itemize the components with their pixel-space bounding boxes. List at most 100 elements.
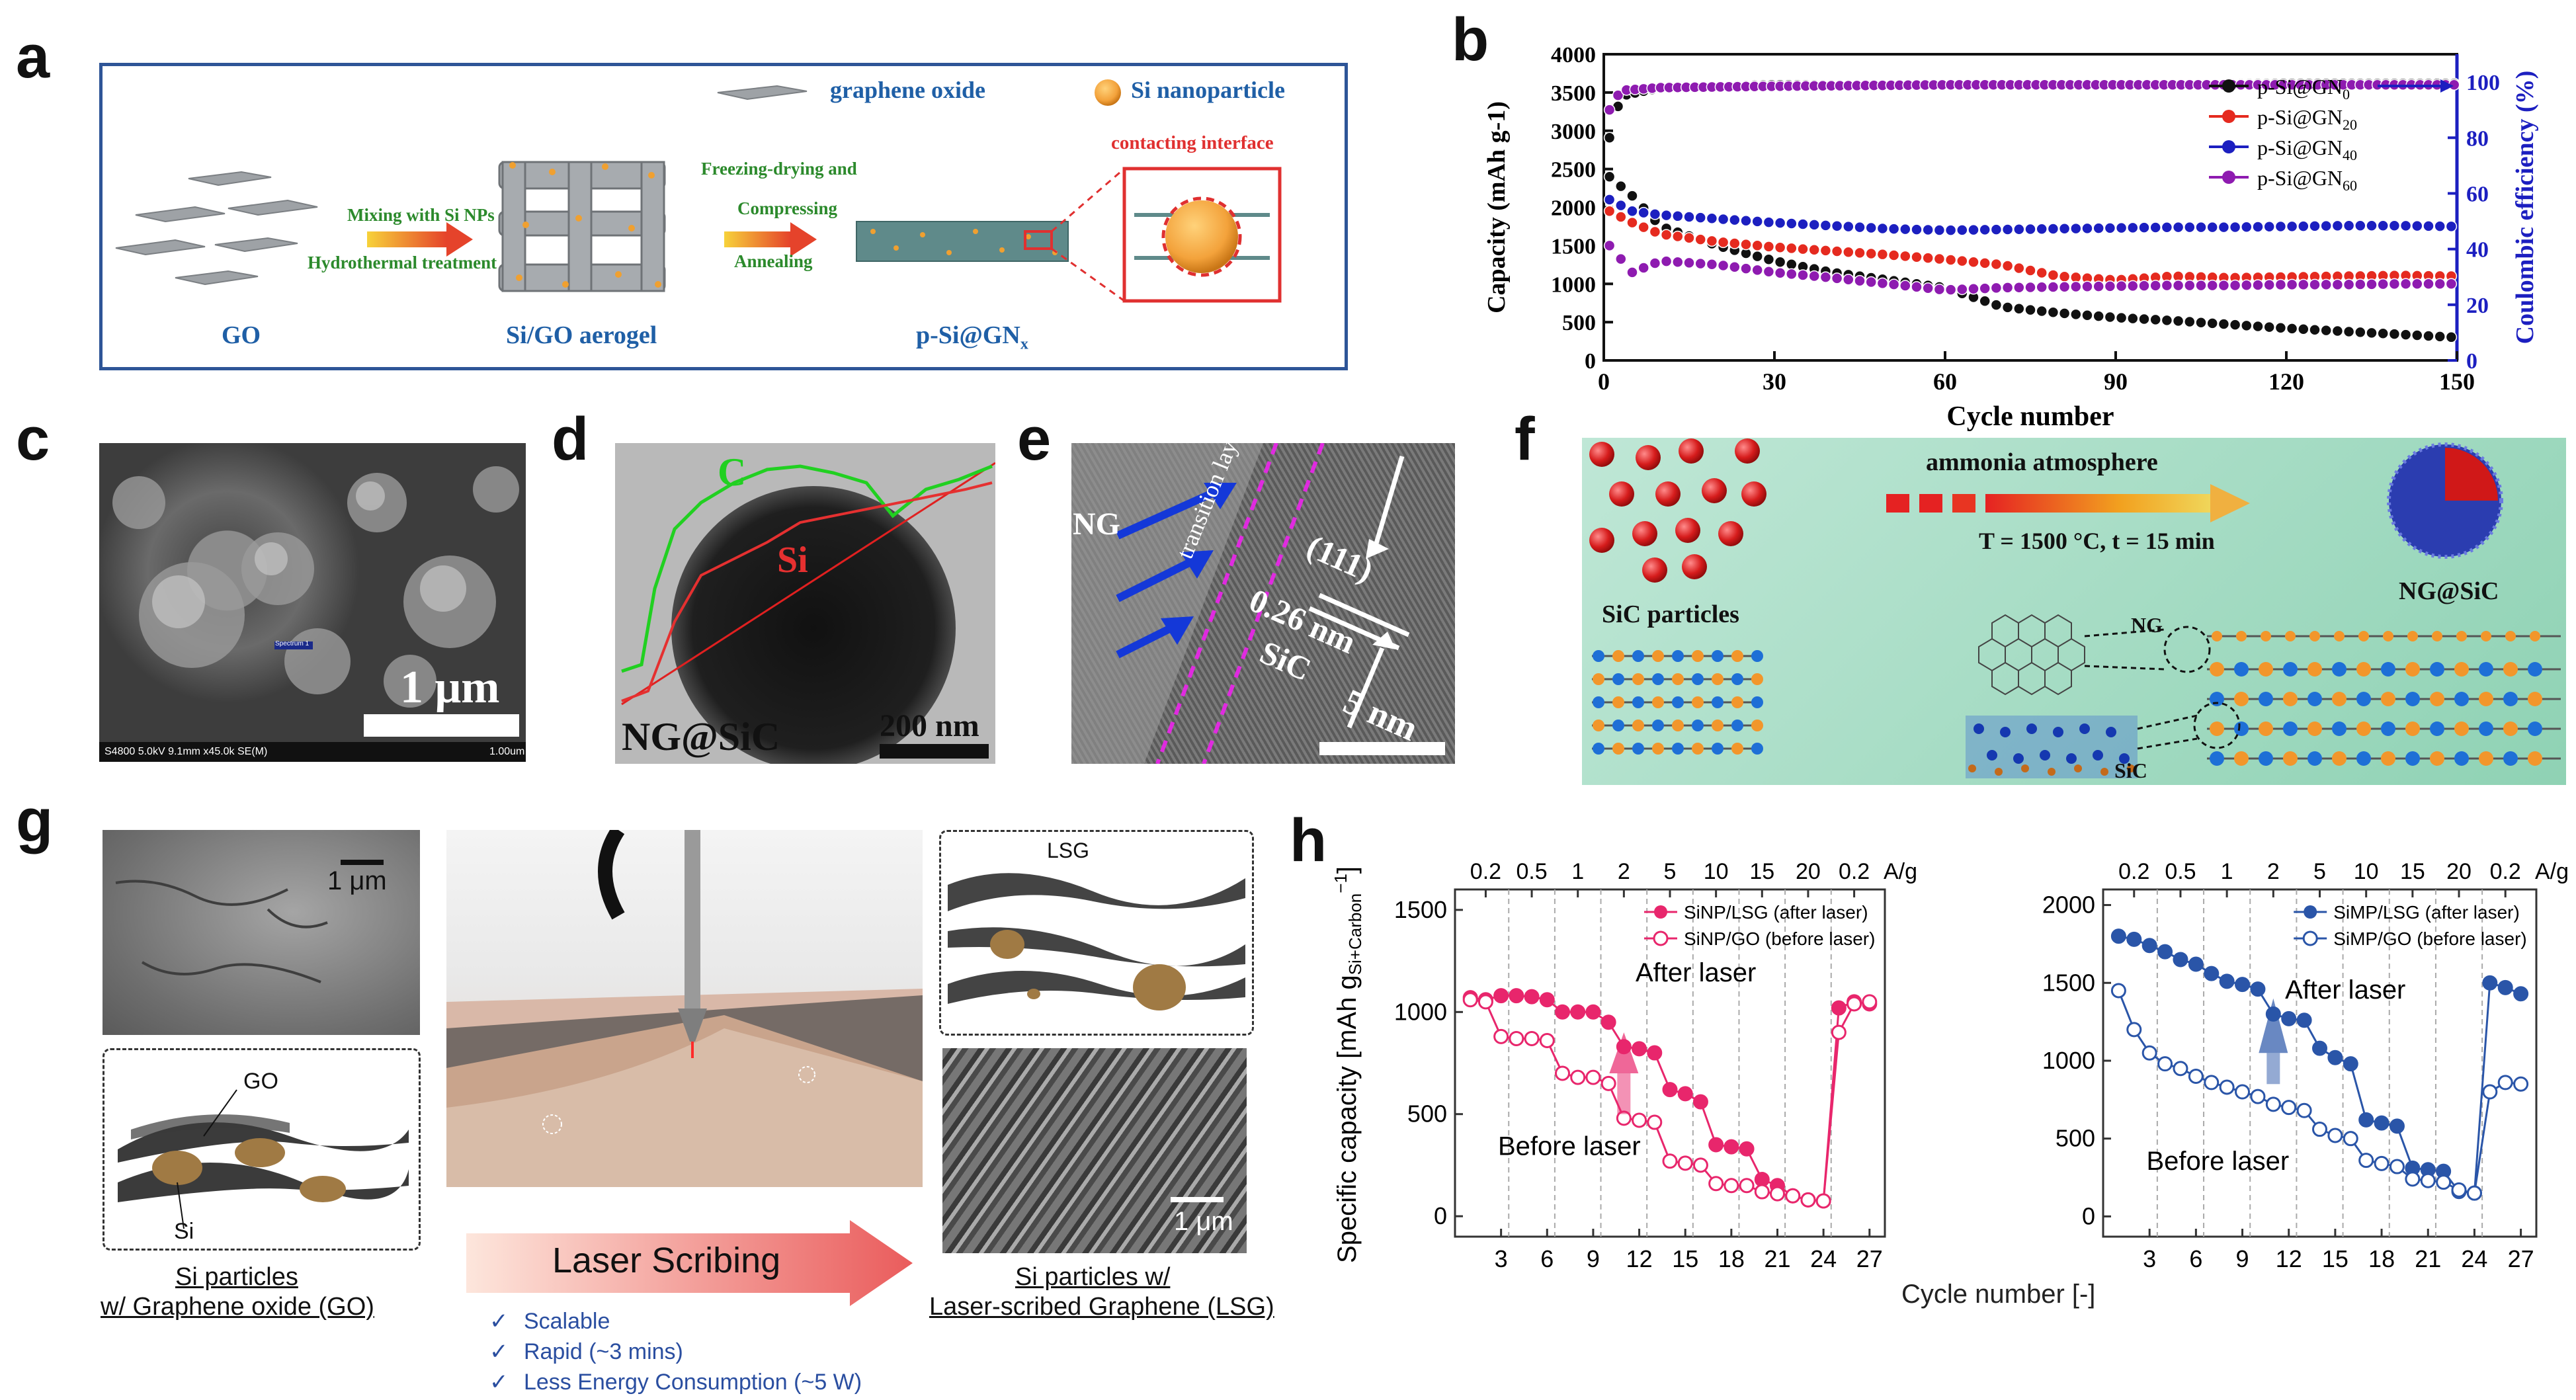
data-point [1763, 253, 1775, 265]
laser-scribing-label: Laser Scribing [552, 1241, 781, 1280]
data-point [2184, 279, 2196, 292]
data-point [1968, 256, 1979, 268]
data-point [2206, 317, 2218, 329]
data-point [2024, 265, 2036, 276]
up-arrow-shaft [1617, 1073, 1631, 1114]
data-point [2436, 1174, 2452, 1190]
data-point [2024, 223, 2036, 235]
data-point [1854, 247, 1866, 259]
data-point [2036, 281, 2048, 293]
g-label-si: Si [174, 1219, 194, 1244]
lattice-atom [1731, 743, 1743, 755]
rate-label: 10 [1704, 859, 1729, 884]
data-point [1888, 278, 1900, 290]
data-point [1786, 218, 1798, 229]
data-point [2115, 222, 2128, 234]
lattice-atom [2309, 631, 2320, 641]
data-point [2388, 220, 2401, 232]
data-point [2411, 329, 2423, 341]
label-aerogel: Si/GO aerogel [506, 321, 657, 349]
y-tick-label: 1000 [1394, 998, 1447, 1025]
f-ng-label: NG [2131, 613, 2163, 637]
lattice-atom [1751, 650, 1763, 662]
data-point [1944, 224, 1957, 236]
lattice-atom [1652, 743, 1664, 755]
data-point [2331, 220, 2344, 232]
label-product-sub: x [1020, 335, 1028, 353]
data-point [1843, 246, 1854, 258]
data-point [2309, 323, 2321, 336]
data-point [1638, 262, 1649, 274]
data-point [1600, 1075, 1616, 1091]
y-tick-label: 500 [1407, 1100, 1447, 1128]
data-point [2141, 1045, 2157, 1061]
sem-footer-right: 1.00um [489, 746, 525, 757]
lattice-atom [2285, 631, 2296, 641]
data-point [1600, 1014, 1616, 1030]
panel-letter-b: b [1452, 6, 1489, 73]
data-point [2184, 221, 2196, 233]
data-point [2377, 278, 2389, 290]
lattice-atom [2479, 721, 2493, 736]
data-point [1979, 257, 1991, 269]
data-point [2024, 304, 2036, 316]
step1-top-label: Mixing with Si NPs [347, 205, 495, 225]
data-point [1603, 104, 1616, 116]
step2-arrow-icon [724, 231, 790, 247]
y2-tick-label: 0 [2466, 349, 2477, 374]
lattice-atom [1712, 743, 1724, 755]
rate-label: 15 [1749, 859, 1774, 884]
data-point [2001, 302, 2014, 313]
data-point [1797, 243, 1809, 255]
data-point [1979, 282, 1991, 294]
lattice-atom [2454, 751, 2469, 766]
data-point [1615, 199, 1627, 212]
lattice-atom [2430, 721, 2444, 736]
data-point [2127, 280, 2139, 292]
lattice-atom [1632, 720, 1644, 731]
data-point [2343, 325, 2355, 338]
rate-label: 0.2 [1470, 859, 1501, 884]
data-point [2173, 1061, 2188, 1077]
hrtem-label-ng: NG [1073, 507, 1120, 542]
data-point [2104, 222, 2116, 234]
h-y-sup: −1 [1331, 874, 1350, 893]
data-point [2204, 1075, 2220, 1091]
aerogel-icon [498, 161, 666, 292]
data-point [2206, 279, 2218, 292]
chart-b: 0 30 60 90 120 150050010001500200025003000350… [1483, 43, 2539, 432]
data-point [2001, 260, 2014, 272]
data-point [2274, 322, 2287, 334]
f-conditions-label: T = 1500 °C, t = 15 min [1979, 528, 2215, 554]
data-point [1876, 277, 1889, 290]
data-point [1751, 250, 1763, 263]
data-point [1632, 1041, 1647, 1057]
data-point [1854, 221, 1866, 233]
data-point [1729, 237, 1741, 249]
tem-d-label-c: C [718, 450, 747, 494]
data-point [2161, 279, 2173, 292]
g-bullet-3-text: Less Energy Consumption (~5 W) [523, 1370, 862, 1395]
y-tick-label: 0 [2082, 1202, 2095, 1229]
data-point [2286, 323, 2298, 335]
f-particles-label: SiC particles [1602, 600, 1739, 628]
data-point [1933, 224, 1946, 236]
lattice-atom [1712, 650, 1724, 662]
data-point [1706, 258, 1718, 270]
lattice-atom [1612, 696, 1624, 708]
data-point [2126, 931, 2142, 947]
data-point [2296, 1102, 2312, 1118]
data-point [2058, 223, 2071, 235]
lattice-atom [2332, 721, 2347, 736]
x-tick-label: 120 [2268, 368, 2304, 395]
ce-arrow-head [2440, 79, 2454, 93]
lattice-atom [2259, 751, 2273, 766]
data-point [2423, 330, 2434, 342]
data-point [1911, 251, 1923, 263]
legend-label: p-Si@GN20 [2257, 105, 2357, 133]
data-point [1555, 1004, 1570, 1020]
data-point [2377, 327, 2389, 340]
x-axis-title: Cycle number [1946, 401, 2114, 432]
up-arrow-icon [1609, 1032, 1639, 1073]
lattice-atom [1652, 696, 1664, 708]
